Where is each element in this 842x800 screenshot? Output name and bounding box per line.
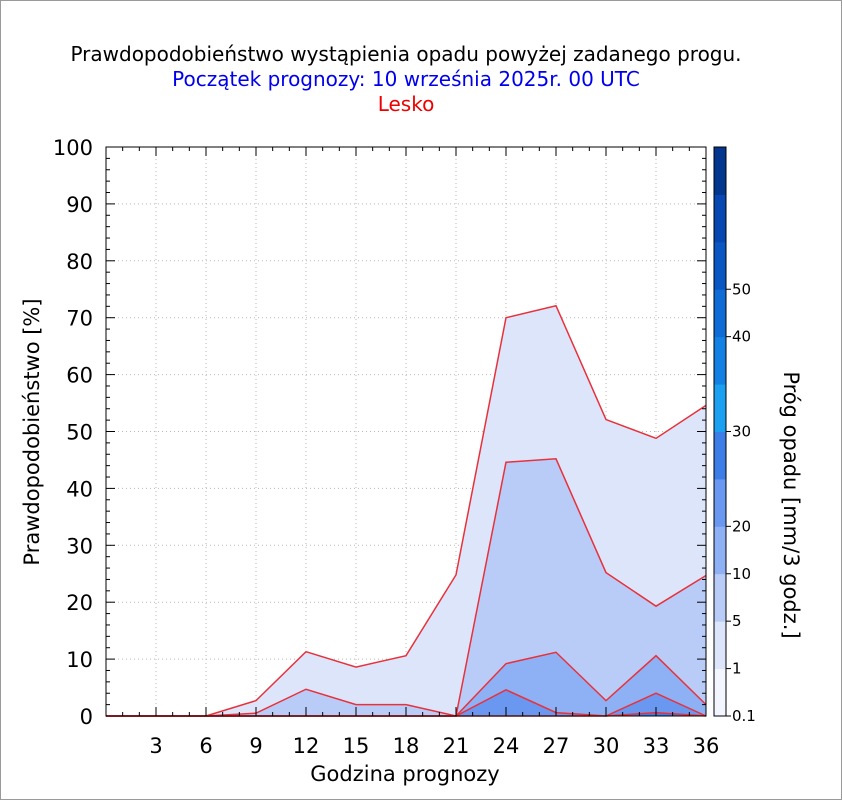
colorbar-tick-label: 5	[732, 612, 742, 630]
colorbar-tick-label: 0.1	[732, 707, 756, 725]
colorbar-tick-label: 30	[732, 423, 751, 441]
axes	[105, 146, 707, 717]
location-label: Lesko	[377, 92, 435, 116]
x-tick-label: 36	[693, 734, 720, 758]
colorbar-tick-label: 40	[732, 328, 751, 346]
y-tick-label: 100	[53, 136, 93, 160]
colorbar-tick-label: 50	[732, 280, 751, 298]
x-tick-label: 27	[543, 734, 570, 758]
x-tick-label: 30	[593, 734, 620, 758]
x-tick-label: 6	[199, 734, 212, 758]
x-tick-label: 21	[443, 734, 470, 758]
chart-title: Prawdopodobieństwo wystąpienia opadu pow…	[70, 42, 742, 66]
y-tick-label: 0	[80, 705, 93, 729]
y-tick-label: 80	[66, 250, 93, 274]
y-axis-title: Prawdopodobieństwo [%]	[20, 298, 44, 565]
colorbar-band	[714, 526, 726, 575]
colorbar-band	[714, 573, 726, 622]
y-tick-label: 40	[66, 477, 93, 501]
colorbar-title: Próg opadu [mm/3 godz.]	[779, 371, 803, 638]
y-tick-label: 70	[66, 307, 93, 331]
x-tick-label: 33	[643, 734, 670, 758]
x-tick-label: 15	[343, 734, 370, 758]
colorbar-band	[714, 668, 726, 717]
x-tick-label: 12	[293, 734, 320, 758]
tick-labels: 3 6 9 12 15 18 21 24 27 30 33 360102030405060708090…	[53, 136, 719, 758]
x-tick-label: 3	[149, 734, 162, 758]
colorbar-band	[714, 621, 726, 670]
y-tick-label: 30	[66, 534, 93, 558]
x-tick-label: 18	[393, 734, 420, 758]
y-tick-label: 90	[66, 193, 93, 217]
x-tick-label: 24	[493, 734, 520, 758]
colorbar-band	[714, 431, 726, 480]
colorbar-band	[714, 289, 726, 338]
y-tick-label: 60	[66, 364, 93, 388]
y-tick-label: 10	[66, 648, 93, 672]
colorbar-tick-label: 20	[732, 517, 751, 535]
area-threshold-5	[106, 652, 706, 716]
colorbar-tick-label: 1	[732, 660, 742, 678]
colorbar-band	[714, 384, 726, 432]
y-tick-label: 50	[66, 421, 93, 445]
colorbar-band	[714, 478, 726, 527]
colorbar-band	[714, 336, 726, 385]
x-tick-label: 9	[249, 734, 262, 758]
chart-subtitle: Początek prognozy: 10 września 2025r. 00…	[172, 67, 640, 91]
colorbar-band	[714, 147, 726, 195]
colorbar-tick-label: 10	[732, 565, 751, 583]
x-axis-title: Godzina prognozy	[310, 762, 499, 786]
y-tick-label: 20	[66, 591, 93, 615]
colorbar: 0.1 1 5 10 20 30 40 50	[713, 146, 756, 725]
colorbar-band	[714, 194, 726, 243]
colorbar-band	[714, 241, 726, 290]
